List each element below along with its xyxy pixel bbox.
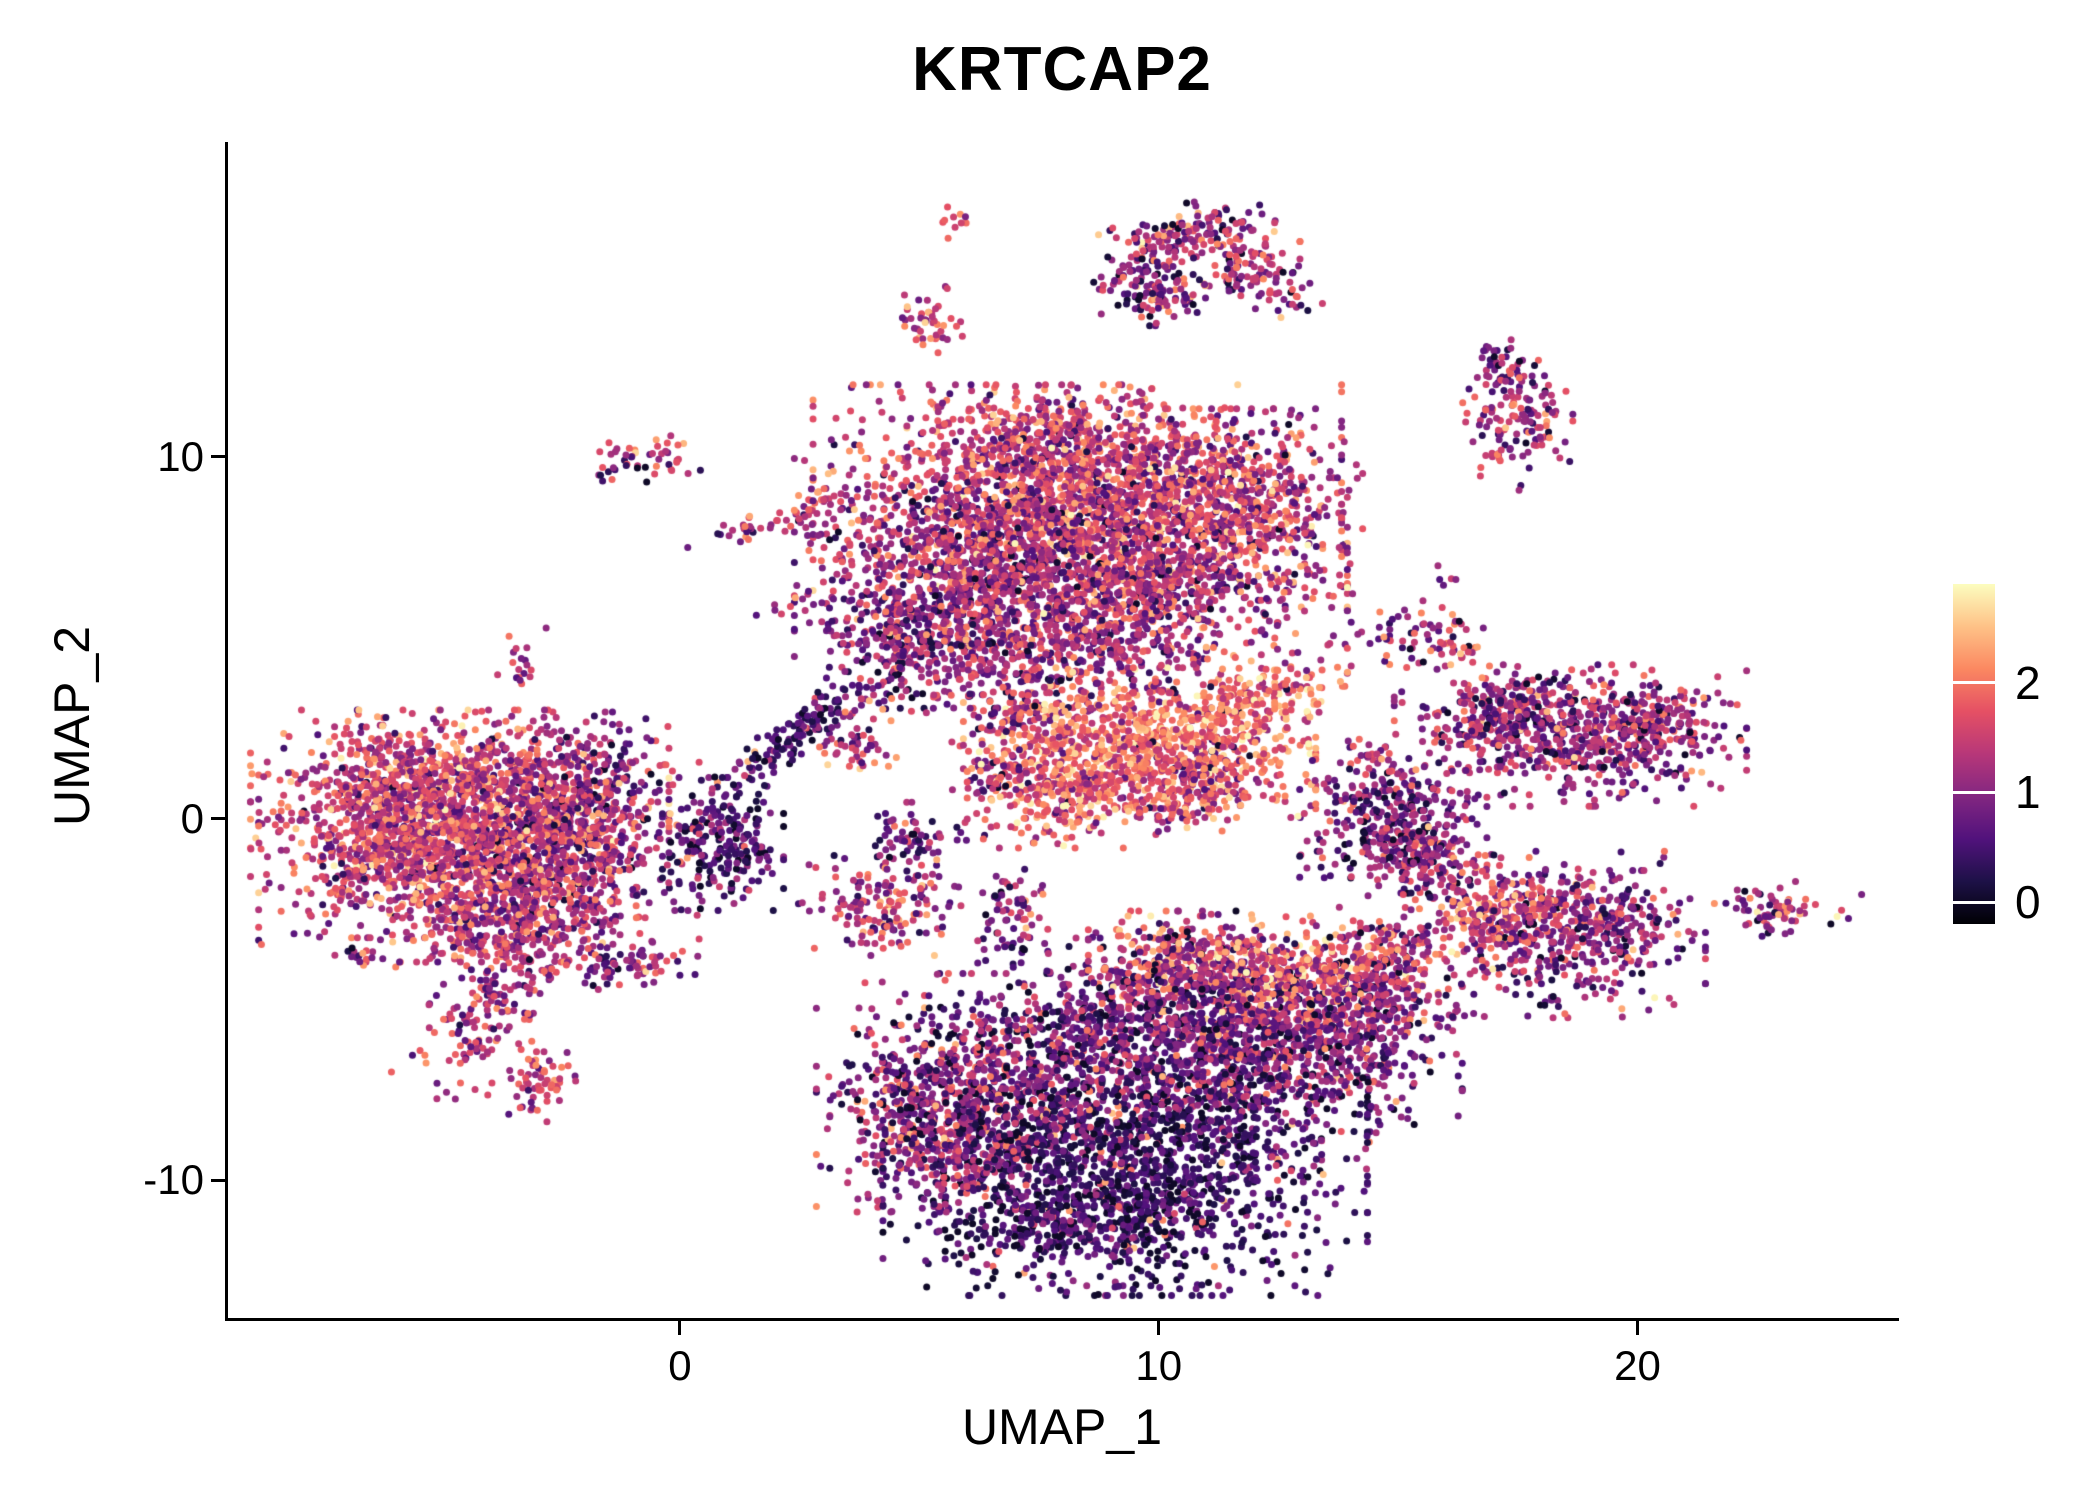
y-axis-line	[225, 142, 228, 1321]
colorbar-tick-label: 0	[2015, 876, 2041, 929]
y-tick-mark	[211, 817, 225, 821]
x-tick-label: 20	[1614, 1342, 1661, 1389]
x-axis-title: UMAP_1	[961, 1399, 1163, 1455]
y-tick-label: -10	[143, 1156, 204, 1204]
colorbar-tick-label: 1	[2015, 766, 2041, 819]
x-tick-mark	[678, 1321, 682, 1335]
x-tick-mark	[1635, 1321, 1639, 1335]
colorbar-tick-mark	[1953, 900, 1995, 904]
colorbar-tick-mark	[1953, 681, 1995, 685]
y-tick-mark	[211, 455, 225, 459]
y-axis-title: UMAP_2	[44, 625, 100, 827]
y-tick-label: 0	[180, 794, 204, 842]
x-axis-line	[225, 1318, 1899, 1321]
x-tick-mark	[1157, 1321, 1161, 1335]
colorbar-gradient	[1953, 584, 1995, 924]
plot-title: KRTCAP2	[912, 35, 1212, 104]
y-tick-mark	[211, 1178, 225, 1182]
colorbar-legend: 0 1 2	[1953, 584, 2041, 928]
colorbar-tick-mark	[1953, 790, 1995, 794]
x-tick-label: 0	[668, 1342, 692, 1389]
x-tick-label: 10	[1135, 1342, 1183, 1389]
colorbar-tick-label: 2	[2015, 656, 2041, 709]
y-tick-label: 10	[157, 432, 204, 480]
